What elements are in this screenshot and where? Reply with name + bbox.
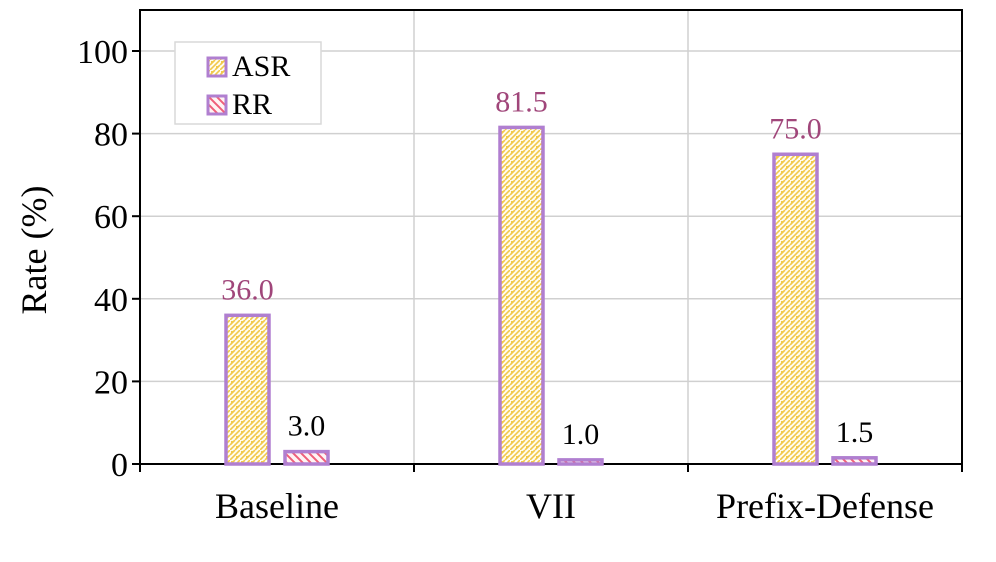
data-label-rr: 1.5 bbox=[836, 416, 874, 449]
x-category-label: VII bbox=[526, 486, 576, 526]
y-tick-label: 20 bbox=[94, 364, 128, 401]
legend-swatch-rr bbox=[206, 94, 228, 116]
data-label-asr: 75.0 bbox=[769, 112, 822, 145]
data-label-asr: 36.0 bbox=[221, 273, 274, 306]
legend: ASR RR bbox=[174, 41, 322, 125]
data-label-rr: 3.0 bbox=[288, 410, 326, 443]
bar-asr-vii bbox=[498, 125, 545, 466]
bars bbox=[224, 125, 878, 466]
y-axis-title: Rate (%) bbox=[14, 186, 54, 315]
bar-rr-prefix-defense bbox=[831, 456, 878, 466]
legend-label-asr: ASR bbox=[232, 50, 290, 83]
bar-asr-baseline bbox=[224, 313, 271, 466]
x-axis-categories: Baseline VII Prefix-Defense bbox=[215, 486, 934, 526]
data-labels: 36.0 3.0 81.5 1.0 75.0 1.5 bbox=[221, 85, 873, 450]
data-label-asr: 81.5 bbox=[495, 85, 548, 118]
x-category-label: Prefix-Defense bbox=[716, 486, 934, 526]
y-tick-label: 80 bbox=[94, 117, 128, 154]
legend-swatch-asr bbox=[206, 56, 228, 78]
plot-frame bbox=[139, 9, 963, 465]
x-category-label: Baseline bbox=[215, 486, 339, 526]
y-axis-ticks: 0 20 40 60 80 100 bbox=[77, 34, 963, 484]
y-tick-label: 40 bbox=[94, 282, 128, 319]
data-label-rr: 1.0 bbox=[562, 418, 600, 451]
y-tick-label: 100 bbox=[77, 34, 128, 71]
y-tick-label: 60 bbox=[94, 199, 128, 236]
legend-label-rr: RR bbox=[232, 88, 272, 121]
y-tick-label: 0 bbox=[111, 447, 128, 484]
bar-rr-baseline bbox=[283, 449, 330, 466]
legend-box bbox=[174, 41, 322, 125]
bar-rr-vii bbox=[557, 458, 604, 466]
bar-asr-prefix-defense bbox=[772, 152, 819, 466]
